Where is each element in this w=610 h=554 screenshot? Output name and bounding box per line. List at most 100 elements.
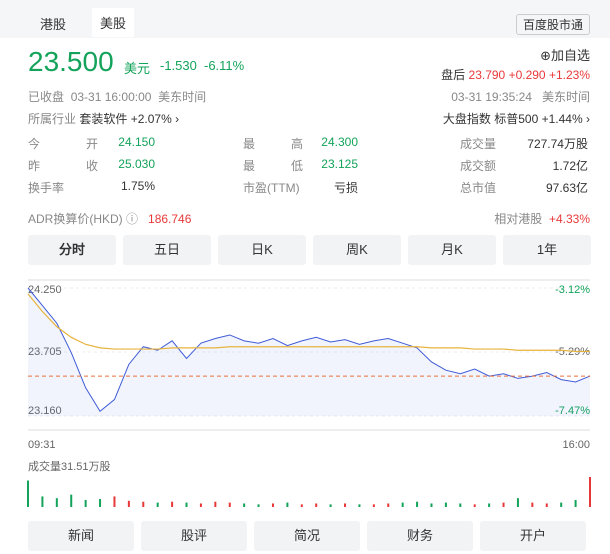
- volume-bar: [372, 504, 375, 507]
- volume-bar: [55, 498, 58, 507]
- footer-button[interactable]: 新闻: [28, 521, 134, 551]
- footer-button[interactable]: 股评: [141, 521, 247, 551]
- volume-bar: [516, 498, 519, 507]
- stat-value: 24.300: [321, 135, 358, 149]
- after-pct: +1.23%: [548, 68, 590, 82]
- stat-value: 25.030: [118, 157, 155, 171]
- period-tab[interactable]: 日K: [218, 235, 306, 265]
- pct-label: -7.47%: [555, 405, 590, 417]
- x-label: 09:31: [28, 439, 56, 451]
- state: 已收盘: [28, 90, 65, 104]
- volume-bar: [444, 502, 447, 507]
- period-tab[interactable]: 1年: [503, 235, 591, 265]
- volume-bar: [41, 496, 44, 507]
- industry[interactable]: 所属行业 套装软件 +2.07% ›: [28, 112, 180, 126]
- volume-bar: [387, 503, 390, 507]
- volume-bar: [214, 501, 217, 507]
- adr-value: 186.746: [148, 212, 192, 226]
- volume-bar: [560, 502, 563, 507]
- relative: 相对港股 +4.33%: [494, 210, 590, 227]
- volume-bar: [401, 502, 404, 507]
- volume-bar: [589, 477, 591, 507]
- tab[interactable]: 港股: [40, 17, 67, 32]
- industry-name: 套装软件: [79, 112, 128, 126]
- y-tick-label: 24.250: [28, 284, 62, 296]
- adr: ADR换算价(HKD) ⓘ 186.746: [28, 212, 192, 226]
- footer-button[interactable]: 开户: [480, 521, 586, 551]
- y-tick-label: 23.705: [28, 346, 62, 358]
- volume-bar: [531, 502, 534, 507]
- tz: 美东时间: [158, 90, 207, 104]
- stat-label: 成交额: [460, 159, 497, 173]
- index[interactable]: 大盘指数 标普500 +1.44% ›: [442, 112, 590, 126]
- after-time: 03-31 19:35:24: [451, 90, 532, 104]
- stat-value: 727.74万股: [527, 137, 588, 151]
- stat-label: 成交量: [460, 137, 497, 151]
- pct-label: -3.12%: [555, 284, 590, 296]
- index-label: 大盘指数: [442, 112, 491, 126]
- index-pct: +1.44%: [541, 112, 583, 126]
- volume-bar: [199, 503, 202, 507]
- volume-bar: [416, 501, 419, 507]
- volume-bar: [344, 503, 347, 507]
- rel-value: +4.33%: [548, 212, 590, 226]
- volume-bar: [473, 504, 476, 507]
- tab-active[interactable]: 美股: [92, 8, 135, 37]
- pct-label: -5.29%: [555, 346, 590, 358]
- y-tick-label: 23.160: [28, 405, 62, 417]
- volume-bar: [27, 480, 29, 507]
- volume-bar: [574, 499, 577, 507]
- volume-bar: [127, 500, 130, 507]
- stat-label: 最低: [243, 159, 303, 173]
- footer-button[interactable]: 财务: [367, 521, 473, 551]
- app-button[interactable]: 百度股市通: [515, 14, 590, 35]
- x-label: 16:00: [562, 439, 590, 451]
- watch-button[interactable]: ⊕加自选: [540, 48, 590, 63]
- index-name: 标普500: [494, 112, 539, 126]
- volume-bar: [257, 504, 260, 507]
- stat-label: 换手率: [28, 181, 65, 195]
- period-tab-active[interactable]: 分时: [28, 235, 116, 265]
- stat-value: 1.75%: [120, 179, 155, 193]
- period-tab[interactable]: 月K: [408, 235, 496, 265]
- volume-bar: [70, 494, 73, 507]
- volume-bar: [156, 502, 159, 507]
- volume-bar: [329, 504, 332, 507]
- chart: 24.250 -3.12% 23.705 -5.29% 23.160 -7.47% 09:3…: [27, 279, 591, 507]
- footer-button[interactable]: 简况: [254, 521, 360, 551]
- volume-bar: [315, 503, 318, 507]
- volume-bar: [271, 503, 274, 507]
- after-label: 盘后: [441, 68, 466, 82]
- stat-label: 昨收: [28, 159, 98, 173]
- after-price: 23.790: [468, 68, 506, 82]
- stat-value: 亏损: [333, 181, 358, 195]
- currency: 美元: [124, 61, 151, 76]
- stat-label: 最高: [243, 137, 303, 151]
- after-tz: 美东时间: [541, 90, 590, 104]
- volume-bar: [300, 504, 303, 507]
- stat-label: 总市值: [460, 181, 497, 195]
- status: 已收盘 03-31 16:00:00 美东时间: [28, 88, 206, 105]
- volume-bar: [228, 502, 231, 507]
- change: -1.530: [160, 58, 197, 73]
- stat-label: 今开: [28, 137, 98, 151]
- price-line: [27, 287, 591, 413]
- after-status: 03-31 19:35:24 美东时间: [451, 88, 590, 105]
- stat-value: 97.63亿: [545, 181, 588, 195]
- volume-bar: [142, 501, 145, 507]
- after-change: +0.290: [508, 68, 546, 82]
- adr-label: ADR换算价(HKD): [28, 212, 123, 226]
- watch[interactable]: 加自选: [550, 48, 590, 63]
- volume-label: 成交量31.51万股: [28, 459, 111, 473]
- change-pct: -6.11%: [204, 58, 245, 73]
- stat-value: 24.150: [118, 135, 155, 149]
- volume-bar: [84, 499, 87, 507]
- volume-bar: [502, 502, 505, 507]
- volume-bar: [358, 504, 361, 507]
- period-tab[interactable]: 周K: [313, 235, 401, 265]
- period-tab[interactable]: 五日: [123, 235, 211, 265]
- volume-bar: [430, 503, 433, 507]
- after-hours: 盘后 23.790 +0.290 +1.23%: [441, 66, 590, 83]
- average-line: [27, 293, 590, 353]
